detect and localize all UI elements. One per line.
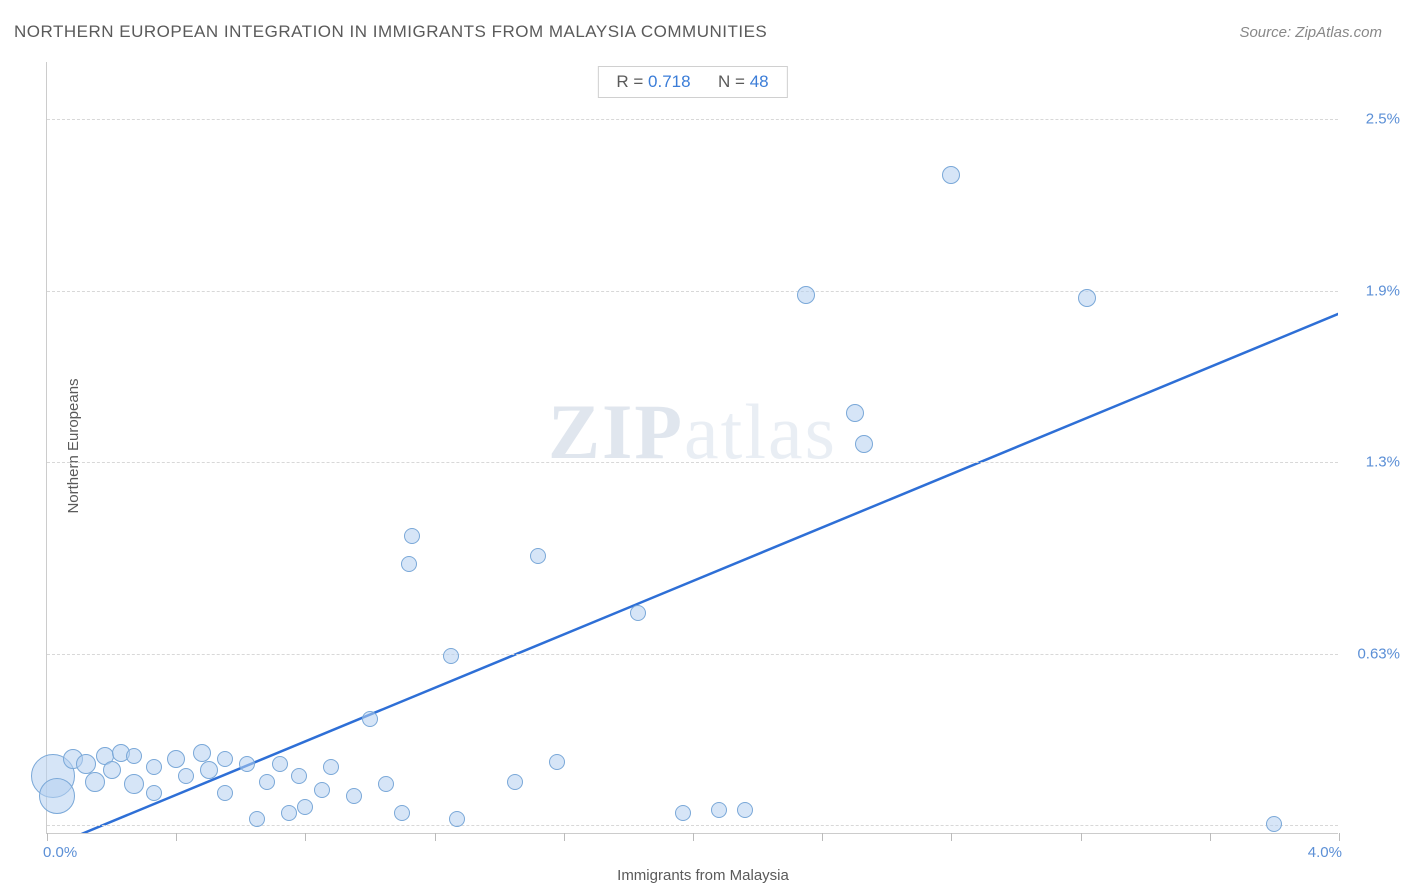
data-point <box>217 785 233 801</box>
data-point <box>291 768 307 784</box>
chart-title: NORTHERN EUROPEAN INTEGRATION IN IMMIGRA… <box>14 22 767 42</box>
y-tick-label: 1.3% <box>1344 454 1400 471</box>
x-origin-label: 0.0% <box>43 844 77 861</box>
x-tick <box>1339 833 1340 841</box>
data-point <box>737 802 753 818</box>
data-point <box>1078 289 1096 307</box>
data-point <box>39 778 75 814</box>
data-point <box>217 751 233 767</box>
y-tick-label: 2.5% <box>1344 111 1400 128</box>
data-point <box>124 774 144 794</box>
data-point <box>239 756 255 772</box>
n-value: 48 <box>750 72 769 91</box>
source-attribution: Source: ZipAtlas.com <box>1239 24 1382 41</box>
x-tick <box>564 833 565 841</box>
x-max-label: 4.0% <box>1308 844 1342 861</box>
data-point <box>281 805 297 821</box>
stats-box: R = 0.718 N = 48 <box>597 66 787 98</box>
data-point <box>272 756 288 772</box>
data-point <box>249 811 265 827</box>
gridline-h <box>47 654 1338 655</box>
gridline-h <box>47 119 1338 120</box>
data-point <box>178 768 194 784</box>
data-point <box>346 788 362 804</box>
data-point <box>449 811 465 827</box>
x-tick <box>435 833 436 841</box>
x-axis-label: Immigrants from Malaysia <box>617 867 789 884</box>
x-tick <box>305 833 306 841</box>
data-point <box>85 772 105 792</box>
x-tick <box>47 833 48 841</box>
n-label: N = <box>718 72 745 91</box>
gridline-h <box>47 825 1338 826</box>
x-tick <box>951 833 952 841</box>
data-point <box>1266 816 1282 832</box>
data-point <box>362 711 378 727</box>
x-tick <box>1210 833 1211 841</box>
data-point <box>146 785 162 801</box>
data-point <box>259 774 275 790</box>
data-point <box>404 528 420 544</box>
y-tick-label: 0.63% <box>1344 645 1400 662</box>
data-point <box>314 782 330 798</box>
data-point <box>942 166 960 184</box>
data-point <box>507 774 523 790</box>
trendline-svg <box>47 62 1338 833</box>
data-point <box>297 799 313 815</box>
data-point <box>200 761 218 779</box>
data-point <box>394 805 410 821</box>
data-point <box>675 805 691 821</box>
data-point <box>103 761 121 779</box>
r-label: R = <box>616 72 643 91</box>
x-tick <box>822 833 823 841</box>
watermark: ZIPatlas <box>548 387 837 477</box>
data-point <box>630 605 646 621</box>
data-point <box>846 404 864 422</box>
x-tick <box>176 833 177 841</box>
x-tick <box>693 833 694 841</box>
data-point <box>323 759 339 775</box>
y-tick-label: 1.9% <box>1344 282 1400 299</box>
data-point <box>443 648 459 664</box>
data-point <box>401 556 417 572</box>
trendline <box>47 314 1338 833</box>
gridline-h <box>47 462 1338 463</box>
data-point <box>167 750 185 768</box>
data-point <box>855 435 873 453</box>
data-point <box>193 744 211 762</box>
r-value: 0.718 <box>648 72 691 91</box>
data-point <box>530 548 546 564</box>
data-point <box>797 286 815 304</box>
x-tick <box>1081 833 1082 841</box>
data-point <box>126 748 142 764</box>
data-point <box>549 754 565 770</box>
gridline-h <box>47 291 1338 292</box>
plot-area: R = 0.718 N = 48 ZIPatlas 0.0% 4.0% 0.63… <box>46 62 1338 834</box>
data-point <box>146 759 162 775</box>
data-point <box>711 802 727 818</box>
data-point <box>378 776 394 792</box>
